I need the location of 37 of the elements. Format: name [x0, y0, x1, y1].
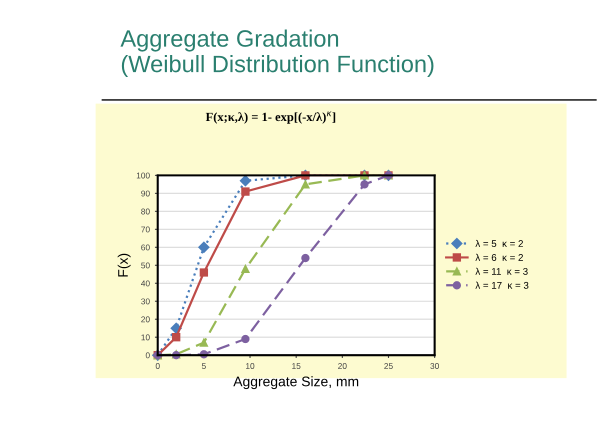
x-tick-label: 15 — [292, 363, 300, 369]
y-tick-label: 20 — [141, 316, 150, 322]
x-axis-title: Aggregate Size, mm — [233, 376, 358, 390]
y-tick-label: 80 — [141, 208, 150, 214]
point — [200, 268, 208, 277]
chart-subtitle: F(x;κ,λ) = 1- exp[(-x/λ)$^{κ}$] — [206, 111, 336, 124]
x-tick-label: 10 — [246, 363, 254, 369]
point — [241, 264, 250, 274]
legend-label: λ = 5 κ = 2 — [475, 240, 523, 248]
y-tick-label: 30 — [141, 298, 150, 304]
legend-label: λ = 6 κ = 2 — [475, 254, 523, 261]
point — [200, 338, 208, 347]
x-tick-label: 25 — [384, 363, 393, 369]
legend-label: λ = 17 κ = 3 — [475, 282, 528, 289]
point — [301, 254, 310, 262]
point — [198, 242, 210, 253]
legend-label: λ = 11 κ = 3 — [475, 268, 528, 275]
point — [172, 333, 180, 342]
y-axis-title: F(x) — [118, 254, 131, 276]
point — [241, 334, 250, 344]
y-tick-label: 50 — [141, 262, 150, 268]
y-tick-label: 40 — [141, 280, 150, 286]
y-tick-label: 60 — [141, 244, 150, 250]
x-tick-label: 30 — [430, 363, 439, 369]
point — [301, 180, 310, 189]
y-tick-label: 100 — [136, 172, 150, 178]
point — [241, 187, 250, 196]
y-tick-label: 0 — [146, 352, 150, 358]
x-tick-label: 20 — [338, 363, 347, 369]
point — [360, 180, 369, 189]
chart-title: Aggregate Gradation (Weibull Distribution Function) — [120, 30, 434, 77]
point — [240, 175, 252, 186]
y-tick-label: 10 — [141, 334, 150, 340]
y-tick-label: 90 — [141, 190, 150, 196]
y-tick-label: 70 — [141, 226, 150, 232]
x-tick-label: 5 — [202, 363, 206, 369]
x-tick-label: 0 — [156, 363, 160, 369]
